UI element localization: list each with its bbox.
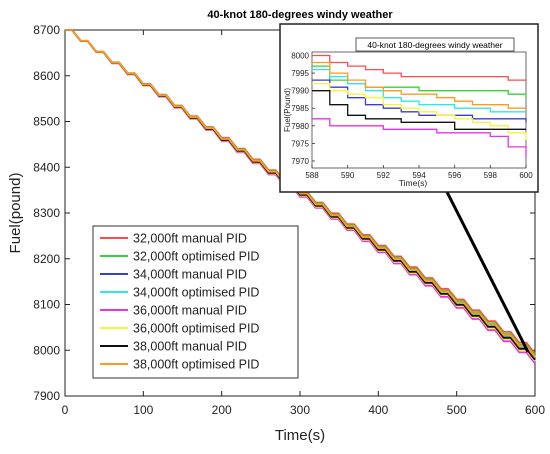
main-y-tick-label: 8600 bbox=[33, 69, 60, 83]
main-x-tick-label: 200 bbox=[212, 403, 232, 417]
main-y-tick-label: 8700 bbox=[33, 23, 60, 37]
main-y-tick-label: 7900 bbox=[33, 389, 60, 403]
inset-series-line bbox=[312, 118, 527, 158]
main-y-tick-label: 8000 bbox=[33, 343, 60, 357]
legend-label: 32,000ft optimised PID bbox=[133, 250, 259, 264]
main-x-axis-label: Time(s) bbox=[275, 427, 325, 444]
inset-x-tick-label: 600 bbox=[519, 171, 533, 180]
main-x-tick-label: 300 bbox=[290, 403, 310, 417]
inset-y-axis-label: Fuel(Pound) bbox=[283, 88, 292, 132]
inset-chart-title: 40-knot 180-degrees windy weather bbox=[367, 40, 502, 50]
inset-series-lines bbox=[312, 54, 527, 158]
legend-label: 34,000ft optimised PID bbox=[133, 286, 259, 300]
main-chart-title: 40-knot 180-degrees windy weather bbox=[207, 9, 393, 21]
inset-y-tick-label: 8000 bbox=[291, 52, 309, 61]
inset-y-tick-label: 7980 bbox=[291, 122, 309, 131]
legend-label: 32,000ft manual PID bbox=[133, 232, 247, 246]
inset-x-tick-label: 596 bbox=[448, 171, 462, 180]
legend-items: 32,000ft manual PID 32,000ft optimised PI… bbox=[100, 232, 259, 372]
main-axis-ticks: 0 100 200 300 400 500 600 7900 8000 8100 8200 8300 8… bbox=[33, 23, 545, 417]
main-y-tick-label: 8500 bbox=[33, 115, 60, 129]
main-series-line bbox=[65, 29, 536, 358]
main-x-tick-label: 100 bbox=[133, 403, 153, 417]
legend-box bbox=[92, 225, 299, 379]
legend-label: 38,000ft manual PID bbox=[133, 340, 247, 354]
main-y-axis-label: Fuel(pound) bbox=[7, 173, 24, 254]
inset-x-tick-label: 598 bbox=[484, 171, 498, 180]
inset-y-tick-label: 7985 bbox=[291, 104, 309, 113]
legend-label: 36,000ft manual PID bbox=[133, 304, 247, 318]
inset-y-tick-label: 7990 bbox=[291, 87, 309, 96]
main-x-tick-label: 500 bbox=[447, 403, 467, 417]
inset-axis-ticks: 588 590 592 594 596 598 600 7970 7975 7980 7985 799… bbox=[291, 52, 533, 180]
inset-x-tick-label: 594 bbox=[412, 171, 426, 180]
inset-x-axis-label: Time(s) bbox=[399, 178, 428, 188]
legend-label: 36,000ft optimised PID bbox=[133, 322, 259, 336]
inset-x-tick-label: 590 bbox=[341, 171, 355, 180]
inset-series-line bbox=[312, 54, 526, 81]
legend-label: 34,000ft manual PID bbox=[133, 268, 247, 282]
legend-label: 38,000ft optimised PID bbox=[133, 358, 259, 372]
main-y-tick-label: 8300 bbox=[33, 206, 60, 220]
inset-y-tick-label: 7995 bbox=[291, 69, 309, 78]
inset-connector-line bbox=[443, 187, 530, 353]
main-x-tick-label: 400 bbox=[368, 403, 388, 417]
main-x-tick-label: 600 bbox=[525, 403, 545, 417]
main-y-tick-label: 8400 bbox=[33, 160, 60, 174]
main-series-lines bbox=[65, 29, 536, 365]
main-y-tick-label: 8100 bbox=[33, 298, 60, 312]
inset-title-box bbox=[355, 37, 515, 52]
inset-series-line bbox=[312, 90, 526, 130]
inset-x-tick-label: 588 bbox=[305, 171, 319, 180]
inset-series-line bbox=[312, 61, 526, 109]
inset-y-tick-label: 7970 bbox=[291, 157, 309, 166]
inset-series-line bbox=[312, 82, 527, 140]
main-y-tick-label: 8200 bbox=[33, 252, 60, 266]
inset-x-tick-label: 592 bbox=[377, 171, 391, 180]
inset-y-tick-label: 7975 bbox=[291, 139, 309, 148]
main-x-tick-label: 0 bbox=[62, 403, 69, 417]
